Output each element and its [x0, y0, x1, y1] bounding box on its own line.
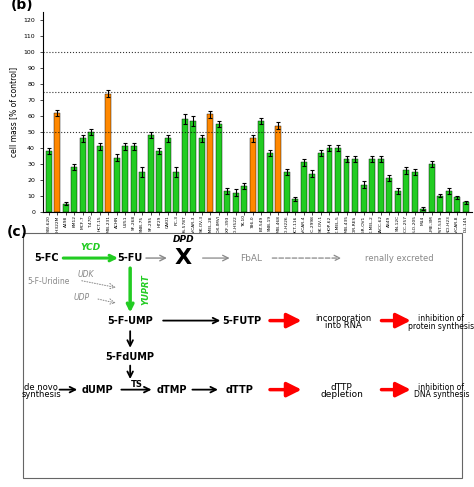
Text: inhibition of: inhibition of: [419, 383, 465, 393]
Bar: [394, 191, 401, 212]
Bar: [267, 153, 273, 212]
Text: 5-FC: 5-FC: [34, 253, 59, 263]
Bar: [411, 172, 418, 212]
Bar: [88, 132, 94, 212]
Bar: [182, 119, 188, 212]
Text: UDP: UDP: [73, 293, 90, 301]
Text: DNA synthesis: DNA synthesis: [414, 391, 469, 399]
Bar: [428, 164, 435, 212]
Text: (c): (c): [7, 225, 28, 240]
Bar: [131, 147, 137, 212]
Text: 5-FdUMP: 5-FdUMP: [106, 352, 155, 361]
Bar: [46, 151, 52, 212]
Bar: [139, 172, 145, 212]
Bar: [105, 94, 111, 212]
Bar: [63, 204, 69, 212]
Bar: [378, 159, 383, 212]
Bar: [207, 114, 213, 212]
Text: incorporation: incorporation: [316, 314, 372, 323]
Bar: [54, 113, 60, 212]
Text: 5-F-Uridine: 5-F-Uridine: [27, 277, 70, 286]
Bar: [327, 148, 332, 212]
Bar: [284, 172, 290, 212]
Text: dTTP: dTTP: [225, 385, 253, 394]
Y-axis label: cell mass [% of control]: cell mass [% of control]: [9, 67, 18, 157]
Bar: [148, 135, 154, 212]
Text: into RNA: into RNA: [326, 321, 362, 330]
Bar: [437, 196, 443, 212]
Bar: [241, 187, 247, 212]
Text: 5-FUTP: 5-FUTP: [222, 316, 261, 326]
Bar: [361, 185, 366, 212]
Text: inhibition of: inhibition of: [419, 314, 465, 323]
Bar: [165, 138, 171, 212]
Bar: [454, 197, 460, 212]
Bar: [216, 124, 222, 212]
Bar: [258, 121, 264, 212]
Text: de novo: de novo: [24, 382, 58, 392]
Bar: [191, 121, 196, 212]
Bar: [233, 193, 239, 212]
Bar: [446, 191, 452, 212]
Text: UDK: UDK: [78, 270, 94, 280]
Bar: [122, 147, 128, 212]
Bar: [301, 162, 307, 212]
Text: 5-FU: 5-FU: [118, 253, 143, 263]
Text: synthesis: synthesis: [21, 390, 61, 398]
Text: renally excreted: renally excreted: [365, 254, 434, 262]
Text: dTMP: dTMP: [157, 385, 187, 394]
Bar: [97, 147, 103, 212]
Text: YCD: YCD: [81, 243, 101, 252]
Bar: [352, 159, 358, 212]
Bar: [386, 178, 392, 212]
Text: FbAL: FbAL: [240, 254, 262, 262]
Bar: [275, 126, 282, 212]
Bar: [310, 173, 316, 212]
Bar: [224, 191, 230, 212]
Text: (b): (b): [10, 0, 33, 12]
Bar: [71, 167, 77, 212]
Bar: [318, 153, 324, 212]
Bar: [335, 148, 341, 212]
Bar: [114, 157, 120, 212]
Text: dUMP: dUMP: [82, 385, 113, 394]
X-axis label: cell lines: cell lines: [238, 249, 276, 258]
Bar: [463, 202, 469, 212]
Text: TS: TS: [131, 380, 143, 389]
Bar: [156, 151, 162, 212]
Text: X: X: [175, 248, 192, 268]
Bar: [292, 199, 299, 212]
Text: depletion: depletion: [320, 390, 363, 398]
Text: dTTP: dTTP: [331, 383, 352, 393]
Text: protein synthesis: protein synthesis: [408, 322, 474, 331]
Bar: [344, 159, 349, 212]
Bar: [199, 138, 205, 212]
FancyBboxPatch shape: [23, 233, 462, 478]
Bar: [173, 172, 179, 212]
Bar: [80, 138, 86, 212]
Bar: [403, 170, 409, 212]
Text: 5-F-UMP: 5-F-UMP: [107, 316, 153, 326]
Bar: [420, 208, 426, 212]
Text: DPD: DPD: [173, 235, 194, 244]
Bar: [250, 138, 256, 212]
Text: YUPRT: YUPRT: [142, 274, 151, 305]
Bar: [369, 159, 375, 212]
